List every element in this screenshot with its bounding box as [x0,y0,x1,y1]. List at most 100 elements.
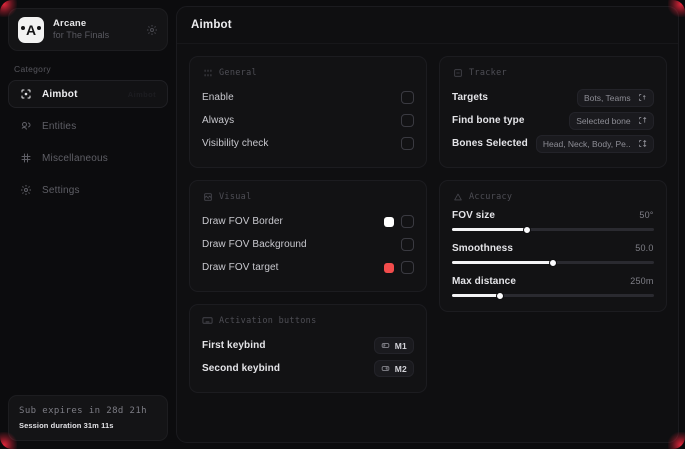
tracker-card-title: Tracker [469,67,507,78]
max-distance-slider-track[interactable] [452,291,654,300]
slider-label: Smoothness [452,243,514,254]
enable-checkbox[interactable] [401,91,414,104]
right-column: Tracker Targets Bots, Teams [439,56,667,312]
mouse-icon [381,341,390,350]
setting-row-enable: Enable [202,86,414,109]
setting-label: First keybind [202,340,266,351]
visual-card-header: Visual [202,191,414,202]
slider-label: FOV size [452,210,496,221]
slider-fill [452,228,527,231]
setting-controls [384,215,414,228]
entities-icon [19,120,32,133]
gear-icon[interactable] [146,24,158,36]
slider-knob[interactable] [548,258,557,267]
second-keybind-button[interactable]: M2 [373,360,414,377]
setting-controls [401,91,414,104]
app-name: Arcane [53,17,87,29]
sidebar-item-miscellaneous[interactable]: Miscellaneous [8,144,168,172]
draw-fov-background-checkbox[interactable] [401,238,414,251]
smoothness-slider-track[interactable] [452,258,654,267]
bones-selected-value: Head, Neck, Body, Pe.. [542,138,631,149]
accuracy-card-header: Accuracy [452,191,654,202]
setting-label: Targets [452,92,489,103]
sidebar-item-label: Miscellaneous [42,152,108,164]
find-bone-type-value: Selected bone [576,115,631,126]
visibility-check-checkbox[interactable] [401,137,414,150]
slider-knob[interactable] [496,291,505,300]
setting-label: Find bone type [452,115,525,126]
sidebar-item-label: Aimbot [42,88,78,100]
keyboard-icon [202,315,213,326]
setting-row-second-keybind: Second keybind M2 [202,357,414,380]
slider-fill [452,261,553,264]
fov-target-color-swatch[interactable] [384,262,394,273]
mouse-icon [381,364,390,373]
setting-label: Draw FOV Background [202,239,307,250]
slider-header: Smoothness 50.0 [452,243,654,254]
sidebar-item-entities[interactable]: Entities [8,112,168,140]
first-keybind-button[interactable]: M1 [373,337,414,354]
slider-smoothness: Smoothness 50.0 [452,243,654,267]
puzzle-icon [19,152,32,165]
slider-label: Max distance [452,276,517,287]
setting-label: Bones Selected [452,138,528,149]
main-panel: Aimbot General Enable [176,6,679,443]
sidebar-category-label: Category [14,64,51,74]
app-logo-letter: A [25,21,37,38]
visual-card: Visual Draw FOV Border Draw FOV Backgrou… [189,180,427,292]
slider-value: 50° [639,210,654,220]
bones-selected-dropdown[interactable]: Head, Neck, Body, Pe.. [535,134,654,153]
targets-dropdown[interactable]: Bots, Teams [576,88,654,107]
fov-size-slider-track[interactable] [452,225,654,234]
sidebar-item-aimbot[interactable]: Aimbot Aimbot [8,80,168,108]
setting-row-draw-fov-border: Draw FOV Border [202,210,414,233]
setting-row-bones-selected: Bones Selected Head, Neck, Body, Pe.. [452,132,654,155]
expand-icon [638,93,647,102]
page-title: Aimbot [191,19,232,31]
image-icon [202,191,213,202]
session-duration: Session duration 31m 11s [19,420,114,430]
setting-row-draw-fov-target: Draw FOV target [202,256,414,279]
setting-row-draw-fov-background: Draw FOV Background [202,233,414,256]
sidebar: A Arcane for The Finals Category [0,0,176,449]
targets-value: Bots, Teams [583,92,631,103]
accuracy-card-title: Accuracy [469,191,513,202]
slider-max-distance: Max distance 250m [452,276,654,300]
setting-controls [384,261,414,274]
triangle-icon [452,191,463,202]
sliders-icon [202,67,213,78]
slider-value: 250m [630,276,654,286]
setting-label: Second keybind [202,363,281,374]
tracker-card: Tracker Targets Bots, Teams [439,56,667,168]
activation-buttons-card: Activation buttons First keybind M1 [189,304,427,393]
left-column: General Enable Always [189,56,427,393]
app-subtitle: for The Finals [53,29,110,40]
sidebar-item-settings[interactable]: Settings [8,176,168,204]
setting-controls [401,137,414,150]
slider-header: FOV size 50° [452,210,654,221]
slider-header: Max distance 250m [452,276,654,287]
brand-card[interactable]: A Arcane for The Finals [8,8,168,51]
draw-fov-target-checkbox[interactable] [401,261,414,274]
setting-label: Visibility check [202,138,269,149]
subscription-expiry: Sub expires in 28d 21h [19,406,148,417]
draw-fov-border-checkbox[interactable] [401,215,414,228]
subscription-status-card: Sub expires in 28d 21h Session duration … [8,395,168,441]
sidebar-item-hint: Aimbot [127,89,156,99]
find-bone-type-dropdown[interactable]: Selected bone [569,111,654,130]
setting-row-find-bone-type: Find bone type Selected bone [452,109,654,132]
fov-border-color-swatch[interactable] [384,216,394,227]
setting-label: Draw FOV Border [202,216,283,227]
settings-columns: General Enable Always [177,44,678,442]
slider-fill [452,294,501,297]
setting-label: Always [202,115,235,126]
accuracy-card: Accuracy FOV size 50° [439,180,667,312]
setting-controls [401,238,414,251]
setting-label: Enable [202,92,234,103]
general-card: General Enable Always [189,56,427,168]
always-checkbox[interactable] [401,114,414,127]
target-icon [452,67,463,78]
slider-knob[interactable] [522,225,531,234]
slider-fov-size: FOV size 50° [452,210,654,234]
